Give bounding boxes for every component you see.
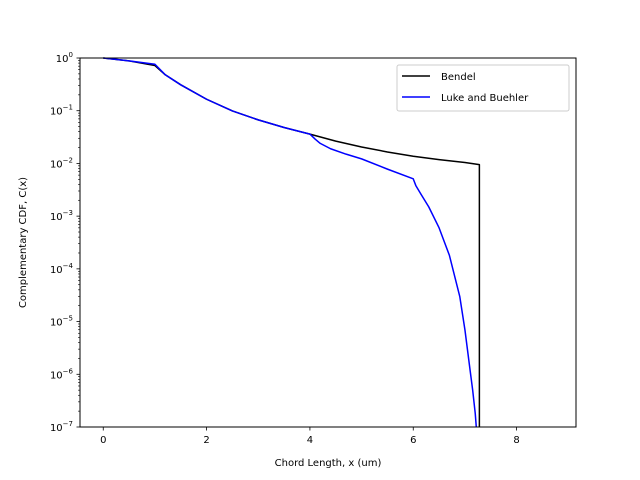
x-tick-label: 2 xyxy=(203,435,209,446)
y-tick-label: 10−4 xyxy=(50,262,74,276)
legend-label: Luke and Buehler xyxy=(441,93,529,104)
y-axis-label: Complementary CDF, C(x) xyxy=(18,177,29,308)
legend-box xyxy=(396,64,570,112)
plot-lines xyxy=(103,57,481,428)
series-line-2 xyxy=(103,57,478,428)
y-tick-label: 10−1 xyxy=(50,104,73,118)
legend-label: Bendel xyxy=(441,72,476,83)
y-tick-label: 10−5 xyxy=(50,315,73,329)
y-tick-label: 10−6 xyxy=(50,367,74,381)
y-tick-label: 10−3 xyxy=(50,209,73,223)
legend: Bendel Luke and Buehler xyxy=(396,64,570,112)
x-axis-ticks: 0 2 4 6 8 xyxy=(100,427,520,446)
y-tick-label: 10−2 xyxy=(50,156,73,170)
y-tick-label: 100 xyxy=(56,51,73,65)
y-axis-ticks: 10−7 10−6 10−5 10−4 10−3 10−2 10−1 100 xyxy=(50,51,80,434)
y-tick-label: 10−7 xyxy=(50,420,73,434)
x-tick-label: 6 xyxy=(410,435,416,446)
plot-frame xyxy=(79,57,577,428)
x-tick-label: 0 xyxy=(100,435,106,446)
x-tick-label: 4 xyxy=(307,435,313,446)
x-axis-label: Chord Length, x (um) xyxy=(275,458,382,469)
x-tick-label: 8 xyxy=(513,435,519,446)
